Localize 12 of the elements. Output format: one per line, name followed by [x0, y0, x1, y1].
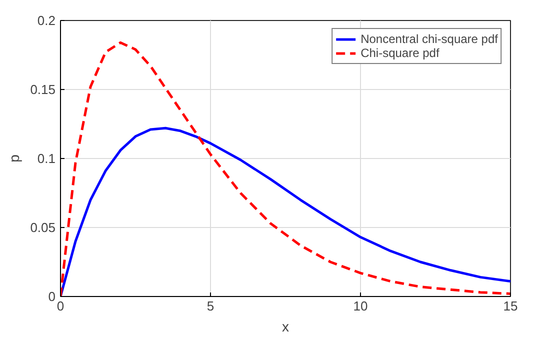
x-tick-label: 15 [503, 298, 518, 314]
y-tick-label: 0.15 [30, 82, 56, 97]
legend-label: Chi-square pdf [360, 46, 440, 60]
legend-label: Noncentral chi-square pdf [360, 32, 498, 46]
x-tick-label: 10 [353, 298, 368, 314]
x-tick-label: 5 [206, 298, 214, 314]
y-tick-label: 0.05 [30, 220, 56, 235]
y-tick-label: 0.2 [37, 13, 56, 28]
y-tick-label: 0 [48, 289, 56, 304]
x-axis-title: x [282, 318, 289, 334]
y-tick-label: 0.1 [37, 151, 56, 166]
y-axis-title: p [6, 154, 22, 162]
